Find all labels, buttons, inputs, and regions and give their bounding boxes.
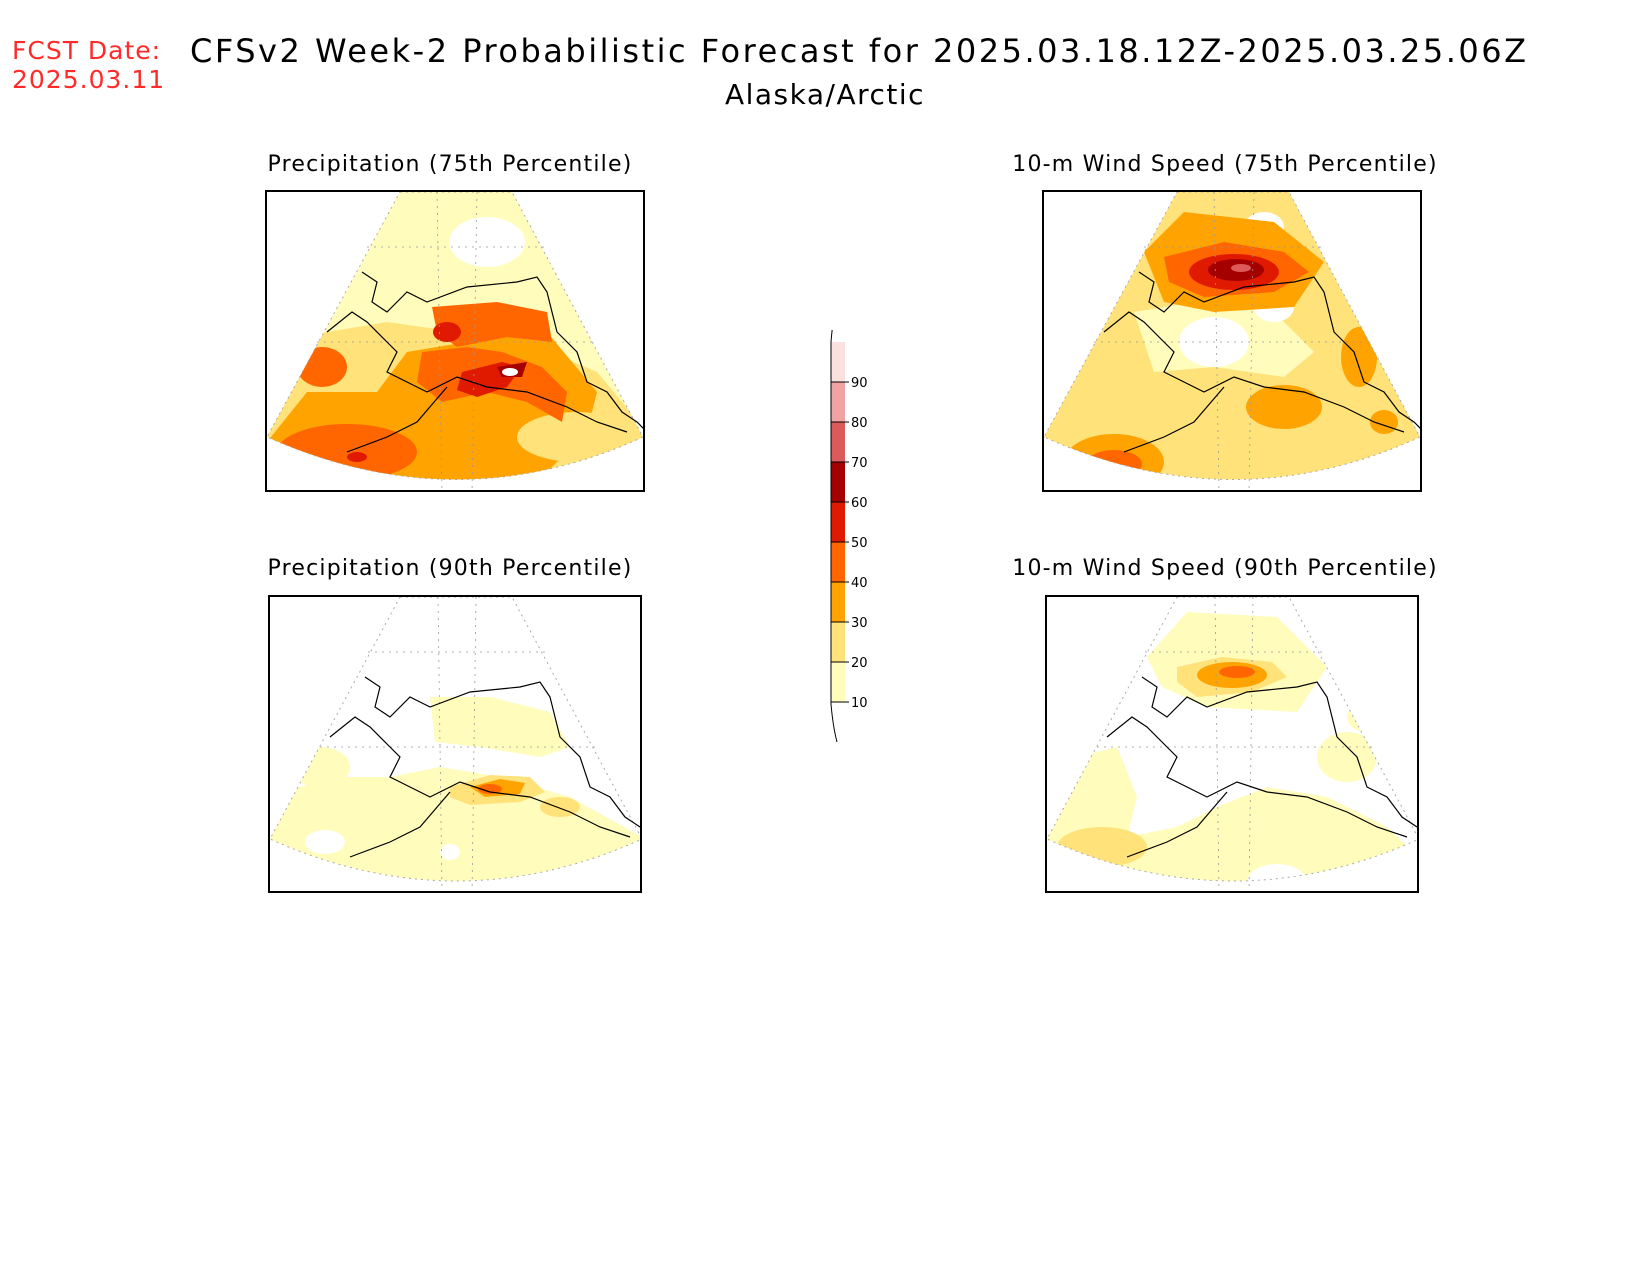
panel-title-precip-90: Precipitation (90th Percentile) <box>267 556 633 581</box>
panel-title-precip-75: Precipitation (75th Percentile) <box>267 152 633 177</box>
colorbar-tick-label: 90 <box>851 376 868 391</box>
colorbar-bottom-arrow <box>830 702 838 743</box>
colorbar-tick-label: 20 <box>851 656 868 671</box>
colorbar-segment <box>831 582 845 622</box>
map-wind-75-graphic <box>1044 192 1420 490</box>
colorbar-tick-label: 70 <box>851 456 868 471</box>
map-wind-75 <box>1042 190 1422 492</box>
colorbar-top-arrow <box>830 330 833 343</box>
page-title: CFSv2 Week-2 Probabilistic Forecast for … <box>190 32 1529 70</box>
colorbar-segment <box>831 662 845 702</box>
forecast-date-block: FCST Date: 2025.03.11 <box>12 36 165 94</box>
forecast-date-value: 2025.03.11 <box>12 65 166 94</box>
panel-title-wind-90: 10-m Wind Speed (90th Percentile) <box>1012 556 1438 581</box>
forecast-date-label: FCST Date: <box>12 36 162 65</box>
colorbar: 10 20 30 40 50 60 70 80 90 <box>830 330 868 743</box>
map-precip-75-graphic <box>267 192 643 490</box>
colorbar-tick-label: 60 <box>851 496 868 511</box>
colorbar-tick-label: 30 <box>851 616 868 631</box>
map-precip-90-graphic <box>270 597 640 891</box>
colorbar-segment <box>831 502 845 542</box>
colorbar-segment <box>831 622 845 662</box>
map-wind-90 <box>1045 595 1419 893</box>
map-precip-90 <box>268 595 642 893</box>
colorbar-tick-label: 80 <box>851 416 868 431</box>
colorbar-tick-label: 50 <box>851 536 868 551</box>
map-wind-90-graphic <box>1047 597 1417 891</box>
colorbar-segment <box>831 542 845 582</box>
panel-title-wind-75: 10-m Wind Speed (75th Percentile) <box>1012 152 1438 177</box>
colorbar-segment <box>831 462 845 502</box>
colorbar-tick-label: 10 <box>851 696 868 711</box>
colorbar-segment <box>831 382 845 422</box>
colorbar-segment <box>831 422 845 462</box>
colorbar-segment <box>831 342 845 382</box>
map-precip-75 <box>265 190 645 492</box>
region-subtitle: Alaska/Arctic <box>724 78 926 111</box>
colorbar-tick-label: 40 <box>851 576 868 591</box>
